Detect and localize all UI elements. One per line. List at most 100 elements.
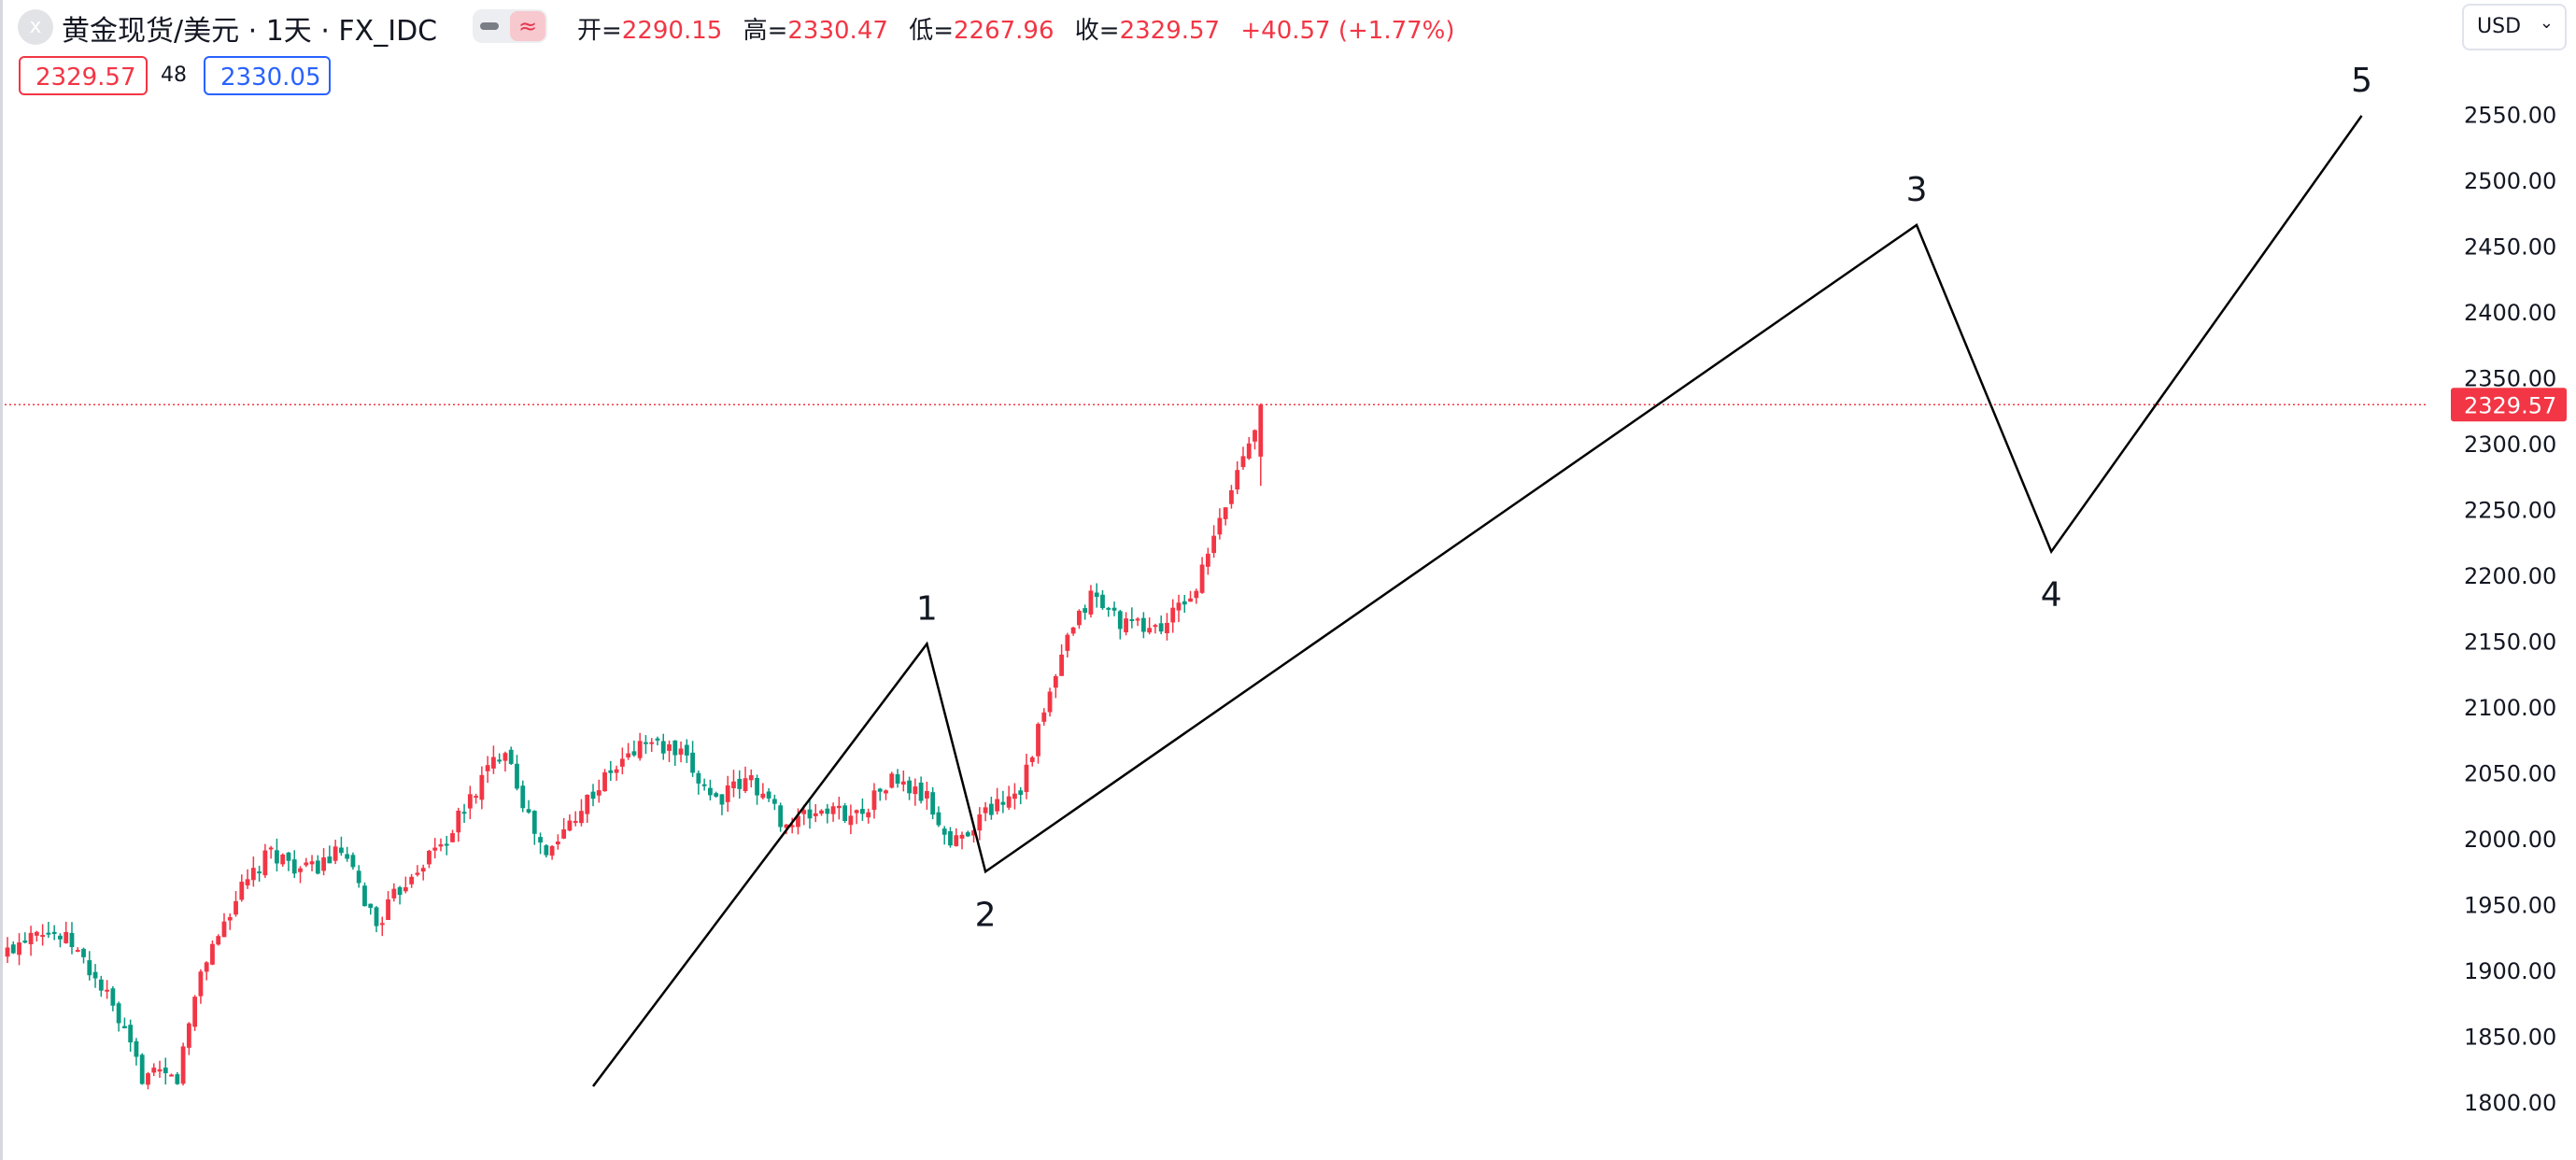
candle-body [309,861,315,865]
open-value: 2290.15 [621,17,723,45]
wave-label-3: 3 [1906,171,1928,209]
y-tick-label: 1950.00 [2464,893,2556,919]
spread-value: 48 [161,64,187,87]
candle-body [210,943,215,965]
close-value: 2329.57 [1119,17,1221,45]
candle-body [667,743,672,751]
candle-body [1029,757,1035,762]
candle-body [684,744,689,756]
candle-body [918,782,924,801]
candle-body [1106,607,1111,610]
candle-body [432,847,438,851]
candle-body [1158,623,1164,632]
candle-body [637,741,643,758]
candle-body [239,882,245,900]
candle-body [438,844,444,847]
candle-body [280,854,286,865]
candle-body [169,1074,174,1077]
candle-body [1117,611,1123,630]
candle-body [1182,601,1187,605]
y-tick-label: 2200.00 [2464,563,2556,589]
candle-body [1153,625,1158,628]
candle-body [573,821,578,824]
candle-body [1140,617,1146,632]
candle-body [725,785,730,802]
candle-body [895,774,900,785]
candle-body [368,903,374,909]
sell-price-button[interactable]: 2329.57 [19,56,148,95]
candle-body [1111,607,1117,611]
y-tick-label: 1850.00 [2464,1025,2556,1051]
candle-body [22,941,28,943]
candle-body [374,907,379,927]
buy-price-button[interactable]: 2330.05 [204,56,331,95]
candle-body [889,773,895,788]
candle-body [234,900,238,915]
chart-style-toggle[interactable]: ≈ [473,9,547,43]
candle-body [350,855,356,868]
close-icon[interactable]: x [18,9,53,45]
candle-body [608,770,614,773]
candle-body [813,813,818,816]
candle-body [1012,793,1017,799]
high-label: 高= [743,17,788,45]
symbol-title[interactable]: 黄金现货/美元 · 1天 · FX_IDC [62,15,438,48]
candle-body [397,886,403,896]
candle-body [619,758,625,767]
candle-body [748,775,754,781]
candle-body [900,781,906,785]
candle-body [227,916,233,921]
currency-select[interactable]: USD ⌄ [2462,4,2567,50]
open-label: 开= [577,17,622,45]
candle-body [971,830,976,836]
candle-body [34,931,39,936]
candle-body [760,793,766,799]
candle-body [409,876,415,884]
candle-body [128,1025,134,1043]
wave-icon[interactable]: ≈ [510,11,545,41]
candle-body [1223,507,1228,519]
candle-body [913,786,918,795]
candle-body [69,932,75,948]
candle-body [590,791,596,799]
high-value: 2330.47 [787,17,888,45]
candle-body [146,1073,150,1085]
y-tick-label: 2300.00 [2464,431,2556,458]
change-value: +40.57 (+1.77%) [1240,17,1455,45]
candle-body [58,935,63,940]
candle-body [1176,602,1182,611]
candle-body [860,809,865,814]
price-axis[interactable]: 1800.00 1850.00 1900.00 1950.00 2000.00 2050.… [2464,103,2556,1117]
candle-body [1246,443,1252,459]
wave-path[interactable] [592,115,2363,1087]
candle-body [362,885,367,907]
candle-body [1083,608,1088,614]
candle-body [866,812,871,818]
candle-body [1041,712,1047,722]
candle-body [579,811,584,824]
candle-body [1047,691,1053,713]
candle-body [696,772,701,784]
candle-body [291,859,297,874]
ohlc-readout: 开=2290.15 高=2330.47 低=2267.96 收=2329.57 … [577,11,1468,46]
candle-body [46,932,51,935]
candle-body [1240,456,1246,468]
candle-body [1205,553,1210,567]
candle-body [163,1068,168,1074]
wave-label-5: 5 [2351,62,2372,100]
candle-body [954,835,959,846]
candle-body [743,778,748,792]
candle-body [526,809,531,813]
candle-body [180,1046,186,1084]
candle-body [1258,404,1264,457]
candle-body [1211,535,1217,554]
candle-body [356,870,361,884]
candle-body [690,752,695,773]
candle-body [17,942,21,955]
candle-body [1018,790,1024,796]
candle-body [1124,618,1128,632]
candle-body [391,888,397,898]
candle-body [116,1003,121,1024]
minus-icon[interactable] [480,22,499,30]
